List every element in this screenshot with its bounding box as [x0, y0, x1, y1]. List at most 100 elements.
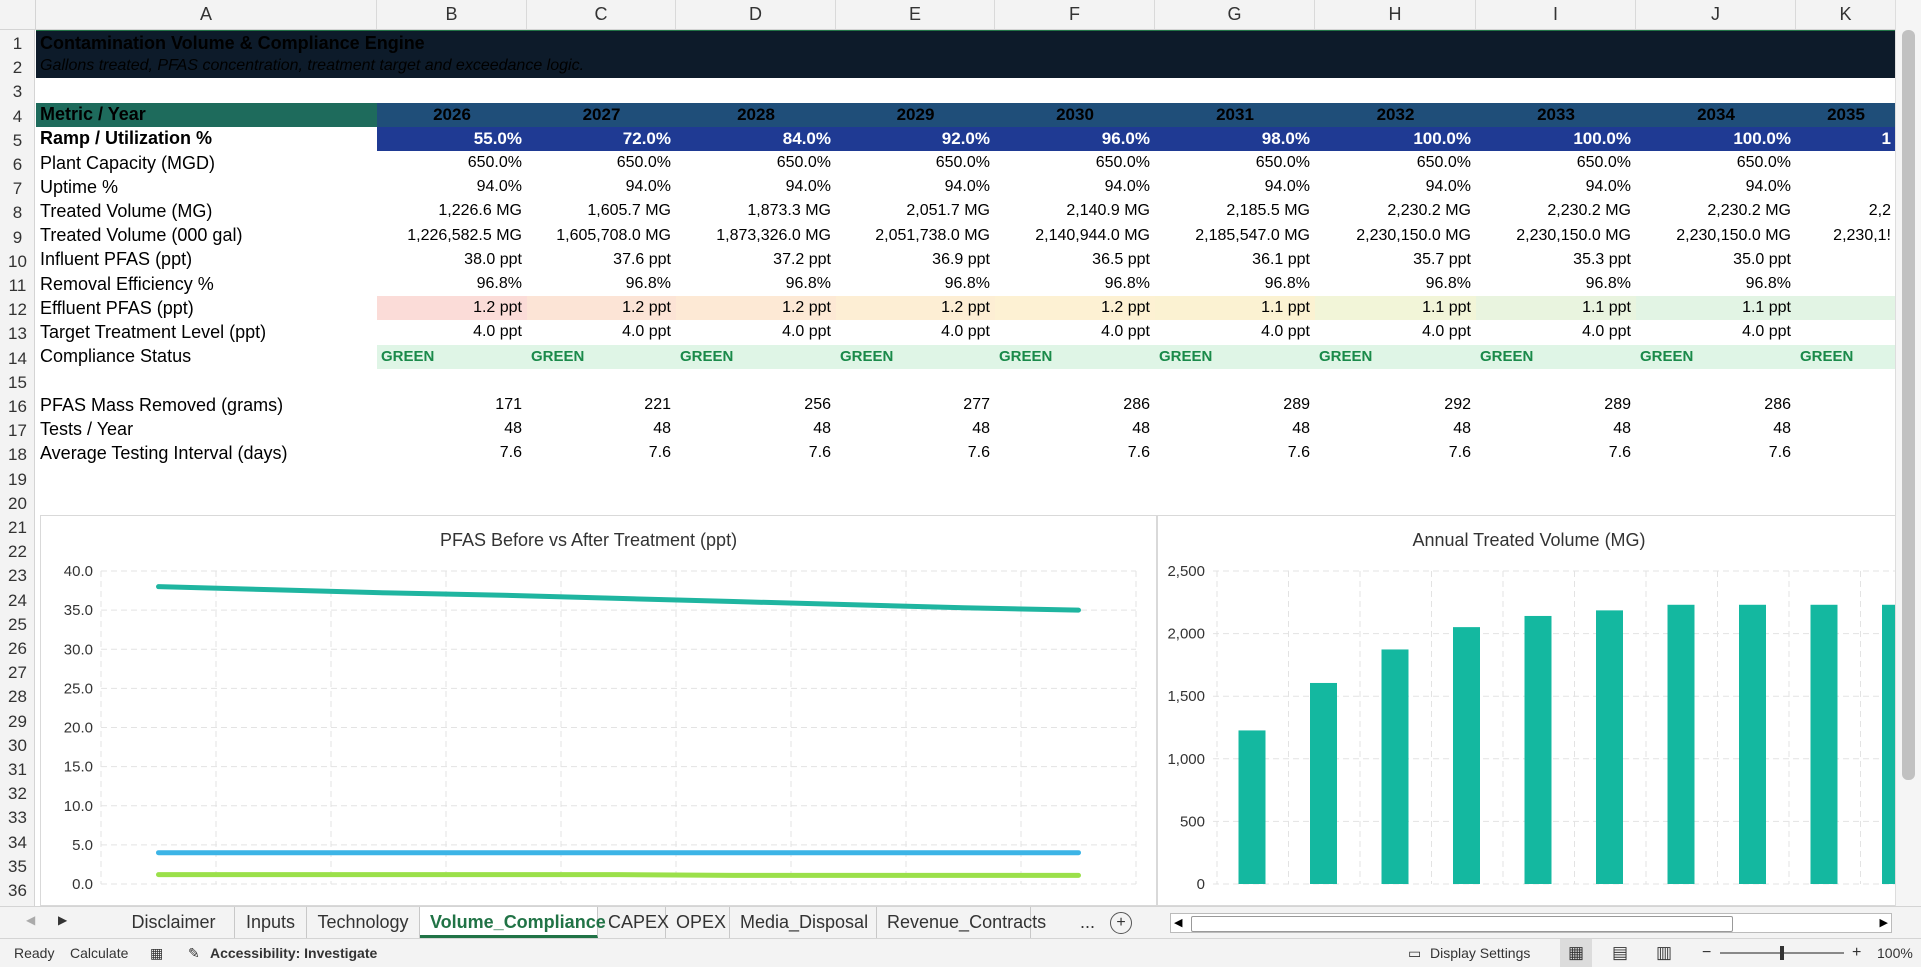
- metric-value[interactable]: [1796, 320, 1896, 344]
- row-header-15[interactable]: 15: [8, 372, 27, 392]
- metric-label[interactable]: PFAS Mass Removed (grams): [40, 394, 284, 415]
- metric-value[interactable]: 92.0%: [836, 126, 995, 151]
- metric-value[interactable]: 96.8%: [1264, 275, 1310, 293]
- metric-value[interactable]: 94.0%: [625, 178, 671, 196]
- metric-label[interactable]: Target Treatment Level (ppt): [40, 321, 267, 342]
- metric-value[interactable]: 4.0 ppt: [1422, 323, 1471, 341]
- metric-value[interactable]: 37.2 ppt: [773, 250, 831, 268]
- metric-value[interactable]: 1: [1796, 126, 1896, 151]
- year-header-2034[interactable]: 2034: [1697, 104, 1735, 124]
- metric-value[interactable]: 35.7 ppt: [1413, 250, 1471, 268]
- sheet-title[interactable]: Contamination Volume & Compliance Engine: [40, 32, 425, 53]
- metric-value[interactable]: [1796, 248, 1896, 272]
- metric-value[interactable]: 72.0%: [527, 126, 676, 151]
- metric-value[interactable]: 2,185.5 MG: [1226, 202, 1310, 220]
- row-header-25[interactable]: 25: [8, 614, 27, 634]
- metric-value[interactable]: 289: [1604, 396, 1631, 414]
- row-header-12[interactable]: 12: [8, 300, 27, 320]
- metric-label[interactable]: [36, 369, 377, 393]
- metric-value[interactable]: 4.0 ppt: [622, 323, 671, 341]
- metric-value[interactable]: 48: [972, 420, 990, 438]
- row-header-35[interactable]: 35: [8, 856, 27, 876]
- metric-value[interactable]: 1.2 ppt: [676, 296, 836, 321]
- metric-value[interactable]: 96.8%: [625, 275, 671, 293]
- row-header-1[interactable]: 1: [12, 34, 23, 53]
- metric-value[interactable]: 94.0%: [1264, 178, 1310, 196]
- metric-label[interactable]: Treated Volume (000 gal): [40, 225, 243, 246]
- year-header-2029[interactable]: 2029: [896, 104, 935, 124]
- sheet-tab-volume-compliance[interactable]: Volume_Compliance: [420, 907, 606, 938]
- macro-record-icon[interactable]: ▦: [150, 945, 164, 961]
- metric-value[interactable]: 7.6: [1127, 444, 1150, 462]
- column-header-d[interactable]: D: [676, 0, 836, 29]
- metric-value[interactable]: 7.6: [808, 444, 831, 462]
- metric-value[interactable]: 96.0%: [995, 126, 1155, 151]
- metric-value[interactable]: 48: [813, 420, 831, 438]
- tab-scroll-left-icon[interactable]: ◀: [26, 913, 36, 927]
- metric-value[interactable]: 1,605,708.0 MG: [556, 226, 671, 244]
- status-accessibility[interactable]: Accessibility: Investigate: [210, 945, 378, 961]
- metric-value[interactable]: 48: [1773, 420, 1791, 438]
- metric-value[interactable]: 96.8%: [1745, 275, 1791, 293]
- metric-value[interactable]: [1796, 175, 1896, 199]
- year-header-2030[interactable]: 2030: [1056, 104, 1094, 124]
- page-break-view-icon[interactable]: ▥: [1656, 943, 1673, 962]
- metric-value[interactable]: 96.8%: [476, 275, 522, 293]
- metric-value[interactable]: 94.0%: [785, 178, 831, 196]
- metric-value[interactable]: 96.8%: [944, 275, 990, 293]
- metric-value[interactable]: 2,230,1!: [1833, 226, 1891, 244]
- metric-value[interactable]: 292: [1444, 396, 1471, 414]
- display-settings-icon[interactable]: ▭: [1408, 945, 1422, 961]
- metric-label[interactable]: Compliance Status: [40, 346, 192, 367]
- pfas-line-chart[interactable]: PFAS Before vs After Treatment (ppt) 0.0 5…: [40, 515, 1157, 906]
- column-header-b[interactable]: B: [377, 0, 527, 29]
- column-header-h[interactable]: H: [1315, 0, 1476, 29]
- metric-label[interactable]: Treated Volume (MG): [40, 200, 213, 221]
- normal-view-icon[interactable]: ▦: [1560, 939, 1593, 967]
- column-header-a[interactable]: A: [36, 0, 377, 29]
- metric-value[interactable]: [1796, 393, 1896, 417]
- metric-value[interactable]: 1.1 ppt: [1315, 296, 1476, 321]
- metric-value[interactable]: 2,230.2 MG: [1387, 202, 1471, 220]
- metric-value[interactable]: 100.0%: [1476, 126, 1636, 151]
- metric-value[interactable]: GREEN: [1315, 344, 1476, 369]
- year-header-2033[interactable]: 2033: [1537, 104, 1575, 124]
- header-label-cell[interactable]: Metric / Year: [36, 102, 377, 127]
- row-header-19[interactable]: 19: [8, 469, 27, 489]
- year-header-2031[interactable]: 2031: [1216, 104, 1254, 124]
- metric-value[interactable]: 94.0%: [476, 178, 522, 196]
- accessibility-icon[interactable]: ✎: [188, 945, 200, 961]
- metric-value[interactable]: GREEN: [1155, 344, 1315, 369]
- metric-value[interactable]: 48: [1613, 420, 1631, 438]
- metric-label[interactable]: Ramp / Utilization %: [40, 128, 213, 149]
- metric-value[interactable]: 2,230.2 MG: [1547, 202, 1631, 220]
- metric-value[interactable]: 2,140.9 MG: [1066, 202, 1150, 220]
- metric-value[interactable]: 37.6 ppt: [613, 250, 671, 268]
- metric-value[interactable]: 650.0%: [1576, 154, 1631, 172]
- metric-value[interactable]: 256: [804, 396, 831, 414]
- metric-value[interactable]: 100.0%: [1315, 126, 1476, 151]
- metric-value[interactable]: 1.2 ppt: [527, 296, 676, 321]
- row-header-4[interactable]: 4: [12, 106, 23, 126]
- metric-value[interactable]: 289: [1283, 396, 1310, 414]
- metric-value[interactable]: 4.0 ppt: [473, 323, 522, 341]
- row-header-27[interactable]: 27: [8, 663, 27, 683]
- sheet-tab-capex[interactable]: CAPEX: [598, 907, 669, 938]
- metric-value[interactable]: 650.0%: [616, 154, 671, 172]
- metric-value[interactable]: 36.9 ppt: [932, 250, 990, 268]
- metric-value[interactable]: GREEN: [676, 344, 836, 369]
- metric-value[interactable]: 650.0%: [1736, 154, 1791, 172]
- row-header-28[interactable]: 28: [8, 687, 27, 707]
- row-header-8[interactable]: 8: [12, 203, 23, 223]
- row-header-24[interactable]: 24: [8, 590, 27, 610]
- metric-label[interactable]: Effluent PFAS (ppt): [40, 297, 194, 318]
- metric-value[interactable]: 48: [1132, 420, 1150, 438]
- year-header-2028[interactable]: 2028: [737, 104, 775, 124]
- row-header-32[interactable]: 32: [8, 784, 27, 804]
- metric-value[interactable]: 1.1 ppt: [1476, 296, 1636, 321]
- metric-value[interactable]: 94.0%: [1745, 178, 1791, 196]
- metric-value[interactable]: 7.6: [967, 444, 990, 462]
- tab-scroll-right-icon[interactable]: ▶: [58, 913, 68, 927]
- metric-value[interactable]: 7.6: [499, 444, 522, 462]
- row-header-20[interactable]: 20: [8, 493, 27, 513]
